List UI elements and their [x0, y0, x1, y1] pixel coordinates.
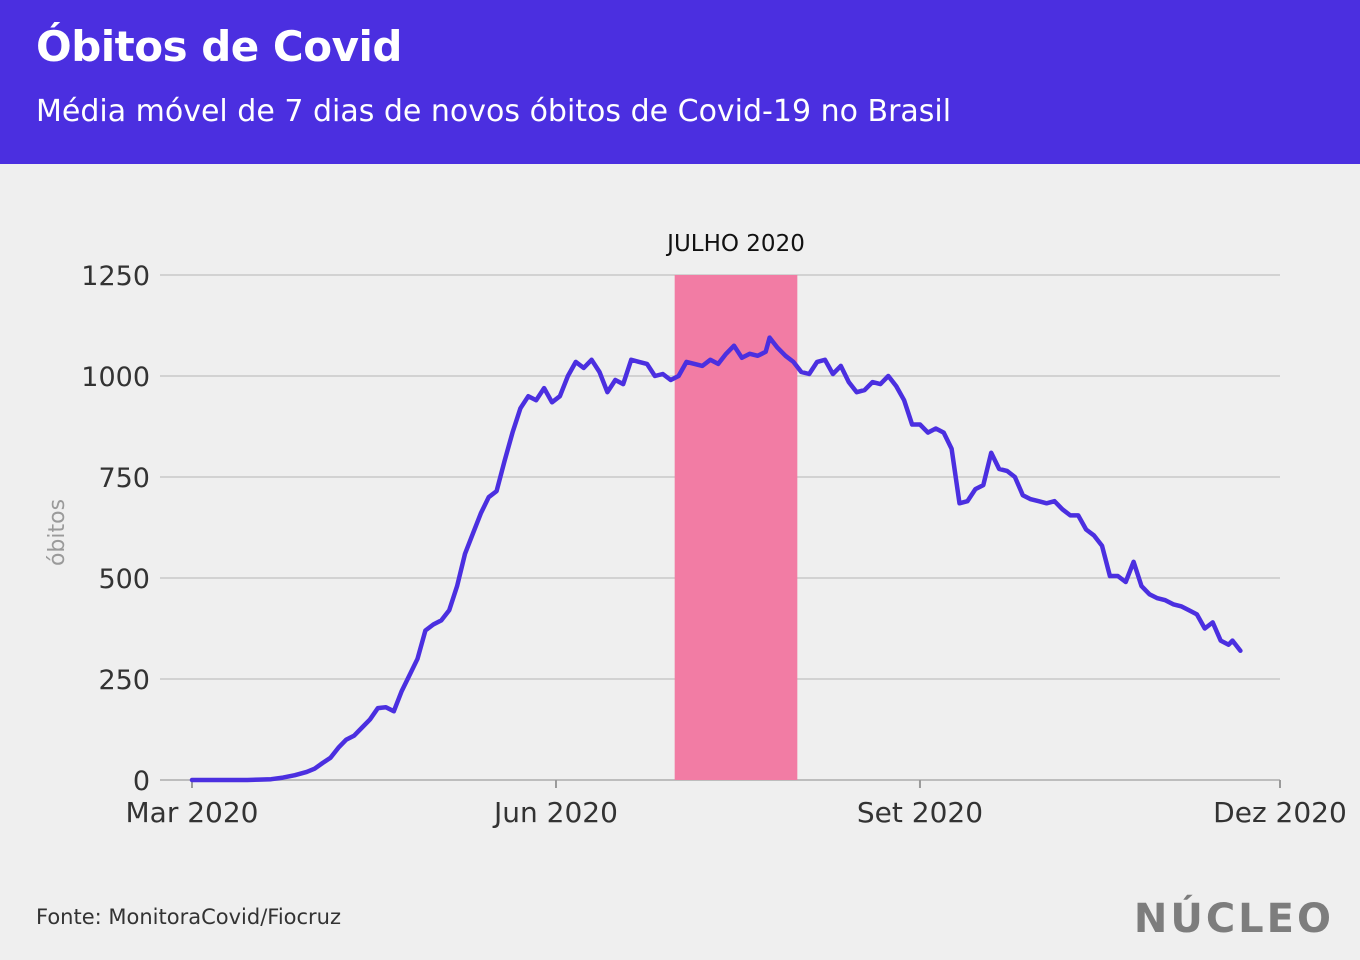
y-tick-label: 500: [98, 564, 150, 595]
x-tick-label: Mar 2020: [126, 796, 259, 829]
highlight-band: [674, 275, 798, 780]
brand-logo: NÚCLEO: [1133, 896, 1334, 942]
y-tick-label: 250: [98, 665, 150, 696]
y-tick-label: 1000: [81, 362, 150, 393]
y-tick-label: 1250: [81, 261, 150, 292]
chart-title: Óbitos de Covid: [36, 22, 402, 71]
chart-area: JULHO 2020 0 250 500 750 1000 1250 óbitos Mar 2…: [45, 231, 1347, 829]
source-note: Fonte: MonitoraCovid/Fiocruz: [36, 905, 342, 929]
x-tick-label: Set 2020: [857, 796, 983, 829]
highlight-label: JULHO 2020: [665, 231, 805, 257]
highlight-region: JULHO 2020: [665, 231, 805, 780]
y-tick-label: 750: [98, 463, 150, 494]
series-line-0: [189, 335, 1243, 783]
x-tick-label: Dez 2020: [1213, 796, 1347, 829]
y-axis-label: óbitos: [45, 499, 70, 566]
axes: 0 250 500 750 1000 1250 óbitos Mar 2020 Jun 2020…: [45, 261, 1347, 829]
x-tick-label: Jun 2020: [492, 796, 618, 829]
chart-subtitle: Média móvel de 7 dias de novos óbitos de…: [36, 94, 952, 129]
series-layer: [189, 335, 1243, 783]
header-banner: Óbitos de Covid Média móvel de 7 dias de…: [0, 0, 1360, 164]
y-tick-label: 0: [133, 766, 150, 797]
